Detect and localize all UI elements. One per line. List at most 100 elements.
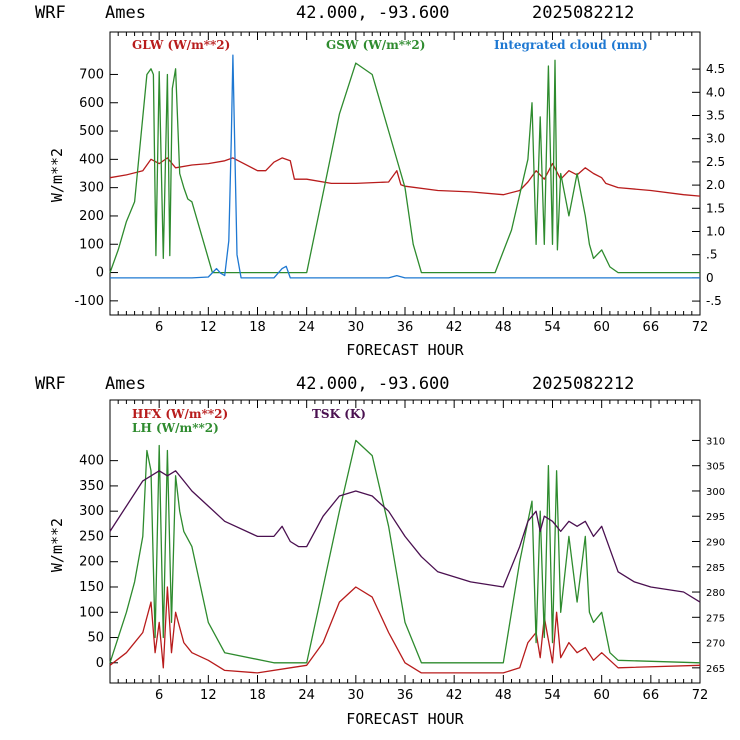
x-tick-label: 12 <box>200 320 217 335</box>
panel2-legend-hfx: HFX (W/m**2) <box>132 407 228 421</box>
y2-tick-label: 0 <box>706 271 714 285</box>
x-tick-label: 18 <box>249 688 266 703</box>
x-tick-label: 72 <box>692 688 709 703</box>
panel1-init: 2025082212 <box>532 3 634 23</box>
panel1-x-axis-label: FORECAST HOUR <box>346 341 464 359</box>
y-tick-label: 250 <box>79 529 104 544</box>
y-tick-label: 0 <box>96 266 104 281</box>
y-tick-label: 150 <box>79 580 104 595</box>
y-tick-label: 400 <box>79 454 104 469</box>
x-tick-label: 48 <box>495 688 512 703</box>
x-tick-label: 60 <box>593 688 610 703</box>
y2-tick-label: 4.5 <box>706 62 725 76</box>
panel2-x-ticks: 6 12 18 24 30 36 42 48 54 60 66 72 <box>117 400 709 703</box>
panel2-header: WRF Ames 42.000, -93.600 2025082212 <box>35 374 634 394</box>
y2-tick-label: 2.5 <box>706 155 725 169</box>
x-tick-label: 54 <box>544 320 561 335</box>
panel1-y-ticks: -100 0 100 200 300 400 500 600 700 <box>74 67 118 309</box>
y2-tick-label: 295 <box>706 512 725 523</box>
series-line-integrated-cloud-mm <box>110 54 700 279</box>
panel1-x-ticks: 6 12 18 24 30 36 42 48 54 60 66 72 <box>117 32 709 335</box>
panel2-model: WRF <box>35 374 66 394</box>
panel1-y-axis-label: W/m**2 <box>48 148 66 202</box>
y-tick-label: 200 <box>79 555 104 570</box>
y2-tick-label: .5 <box>706 248 717 262</box>
series-line-lh-w-m-2 <box>109 439 701 664</box>
y2-tick-label: 285 <box>706 563 725 574</box>
panel2-y-ticks: 0 50 100 150 200 250 300 350 400 <box>79 454 118 671</box>
x-tick-label: 18 <box>249 320 266 335</box>
y2-tick-label: 300 <box>706 487 725 498</box>
x-tick-label: 66 <box>643 688 660 703</box>
series-line-hfx-w-m-2 <box>109 586 701 674</box>
x-tick-label: 36 <box>397 320 414 335</box>
panel1-y2-ticks: -.5 0 .5 1.0 1.5 2.0 2.5 3.0 3.5 4.0 4.5 <box>692 62 725 308</box>
x-tick-label: 60 <box>593 320 610 335</box>
y2-tick-label: 290 <box>706 538 725 549</box>
y-tick-label: 600 <box>79 96 104 111</box>
y-tick-label: 500 <box>79 124 104 139</box>
panel1-header: WRF Ames 42.000, -93.600 2025082212 <box>35 3 634 23</box>
panel2-legend-tsk: TSK (K) <box>312 407 366 421</box>
x-tick-label: 30 <box>348 688 365 703</box>
series-line-tsk-k <box>109 470 701 603</box>
y-tick-label: 100 <box>79 237 104 252</box>
y-tick-label: 50 <box>87 631 104 646</box>
x-tick-label: 72 <box>692 320 709 335</box>
y2-tick-label: 1.0 <box>706 224 725 238</box>
y-tick-label: -100 <box>74 294 104 309</box>
y-tick-label: 700 <box>79 67 104 82</box>
x-tick-label: 42 <box>446 320 463 335</box>
y2-tick-label: 4.0 <box>706 85 725 99</box>
panel2-site: Ames <box>105 374 146 394</box>
y-tick-label: 100 <box>79 605 104 620</box>
y2-tick-label: 265 <box>706 664 725 675</box>
y2-tick-label: 3.5 <box>706 109 725 123</box>
panel2-legend-lh: LH (W/m**2) <box>132 421 219 435</box>
panel2-series <box>109 439 701 674</box>
panel2-init: 2025082212 <box>532 374 634 394</box>
y2-tick-label: 3.0 <box>706 132 725 146</box>
y2-tick-label: 280 <box>706 588 725 599</box>
panel2-x-axis-label: FORECAST HOUR <box>346 710 464 728</box>
panel2-legend: HFX (W/m**2) LH (W/m**2) TSK (K) <box>132 407 366 435</box>
x-tick-label: 54 <box>544 688 561 703</box>
panel2-y2-ticks: 265 270 275 280 285 290 295 300 305 310 <box>692 436 725 675</box>
y2-tick-label: 270 <box>706 639 725 650</box>
series-line-glw-w-m-2 <box>109 157 701 197</box>
y2-tick-label: 275 <box>706 613 725 624</box>
panel1-coords: 42.000, -93.600 <box>296 3 450 23</box>
y2-tick-label: 305 <box>706 462 725 473</box>
panel1-model: WRF <box>35 3 66 23</box>
y-tick-label: 300 <box>79 504 104 519</box>
x-tick-label: 6 <box>155 320 163 335</box>
x-tick-label: 36 <box>397 688 414 703</box>
x-tick-label: 48 <box>495 320 512 335</box>
x-tick-label: 12 <box>200 688 217 703</box>
panel1-legend-cloud: Integrated cloud (mm) <box>494 38 648 52</box>
panel1-legend: GLW (W/m**2) GSW (W/m**2) Integrated clo… <box>132 38 648 52</box>
panel2-y-axis-label: W/m**2 <box>48 518 66 572</box>
x-tick-label: 30 <box>348 320 365 335</box>
y2-tick-label: 1.5 <box>706 201 725 215</box>
x-tick-label: 42 <box>446 688 463 703</box>
y2-tick-label: -.5 <box>706 294 722 308</box>
x-tick-label: 24 <box>298 688 315 703</box>
y-tick-label: 300 <box>79 181 104 196</box>
x-tick-label: 24 <box>298 320 315 335</box>
y-tick-label: 350 <box>79 479 104 494</box>
x-tick-label: 6 <box>155 688 163 703</box>
x-tick-label: 66 <box>643 320 660 335</box>
y-tick-label: 200 <box>79 209 104 224</box>
panel1-legend-gsw: GSW (W/m**2) <box>326 38 425 52</box>
y-tick-label: 400 <box>79 152 104 167</box>
panel1-legend-glw: GLW (W/m**2) <box>132 38 230 52</box>
y-tick-label: 0 <box>96 656 104 671</box>
series-line-gsw-w-m-2 <box>109 59 700 274</box>
y2-tick-label: 310 <box>706 436 725 447</box>
panel1-series <box>109 54 701 279</box>
panel2-coords: 42.000, -93.600 <box>296 374 450 394</box>
panel1-site: Ames <box>105 3 146 23</box>
y2-tick-label: 2.0 <box>706 178 725 192</box>
